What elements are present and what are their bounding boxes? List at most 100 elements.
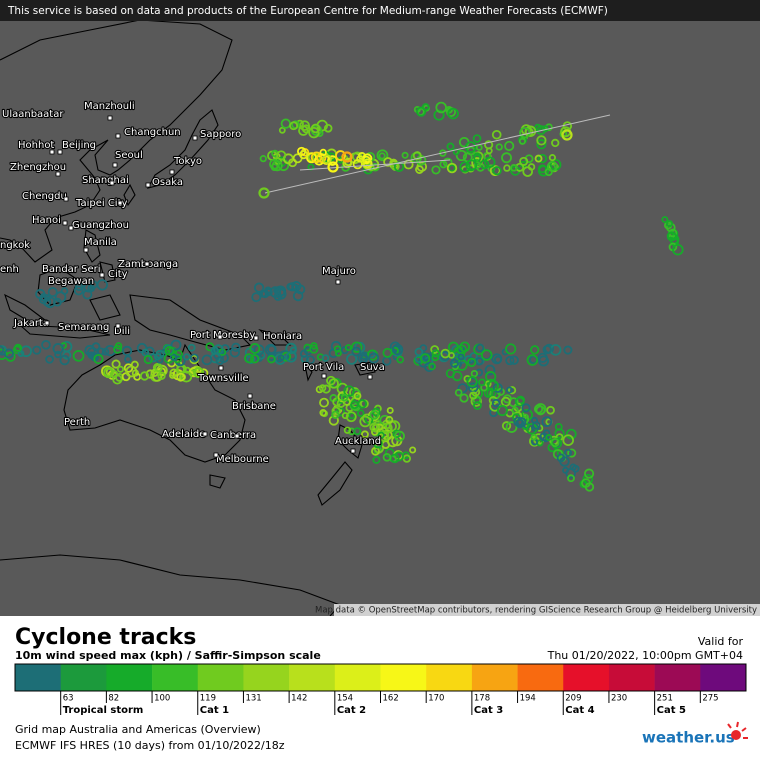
city-label: Changchun	[124, 127, 181, 138]
track-point	[538, 355, 550, 367]
track-point	[478, 378, 486, 387]
track-point	[526, 354, 539, 366]
track-point	[251, 292, 262, 303]
track-point	[141, 348, 150, 357]
track-point	[500, 396, 511, 407]
scale-swatch	[471, 664, 518, 691]
city-label: Seoul	[115, 150, 143, 161]
map[interactable]: Ulaanbaatar Manzhouli Changchun Sapporo Hohh…	[0, 0, 760, 616]
track-point	[421, 103, 430, 111]
track-point	[563, 448, 572, 457]
scale-tick-label: 230	[611, 694, 627, 704]
track-point	[323, 123, 333, 133]
track-point	[3, 348, 14, 359]
track-point	[59, 354, 70, 366]
legend-subtitle: 10m wind speed max (kph) / Saffir-Simpso…	[15, 649, 321, 662]
track-point	[229, 347, 241, 358]
category-label: Cat 2	[337, 705, 366, 716]
city-label: Shanghai	[82, 175, 129, 186]
track-point	[382, 347, 393, 358]
track-point	[484, 156, 496, 168]
track-point	[583, 468, 595, 479]
track-point	[537, 153, 548, 164]
city-marker	[253, 335, 259, 341]
city-label: Tokyo	[173, 156, 202, 167]
track-point	[485, 147, 493, 155]
track-point	[466, 376, 478, 388]
track-point	[530, 345, 540, 355]
track-point	[123, 363, 134, 373]
track-point	[198, 368, 209, 378]
track-point	[567, 474, 575, 483]
track-point	[176, 372, 186, 382]
city-marker	[44, 320, 50, 326]
city-label: Hohhot	[18, 140, 54, 151]
track-point	[322, 154, 332, 164]
scale-tick-label: 162	[383, 694, 399, 704]
track-point	[73, 285, 84, 296]
track-point	[333, 345, 342, 353]
city-label: Brisbane	[232, 401, 276, 412]
category-label: Tropical storm	[63, 705, 144, 716]
track-point	[396, 355, 405, 364]
track-point	[299, 120, 310, 131]
track-point	[352, 159, 363, 170]
track-point	[39, 293, 48, 302]
track-point	[565, 468, 576, 479]
track-point	[510, 164, 518, 172]
city-label: Melbourne	[216, 454, 269, 465]
city-label: enh	[0, 264, 19, 275]
track-line	[264, 114, 611, 194]
track-point	[368, 352, 380, 364]
track-point	[542, 344, 552, 355]
scale-tick-label: 170	[428, 694, 444, 704]
city-label: Taipei City	[75, 198, 127, 209]
scale-tick-label: 82	[108, 694, 119, 704]
city-label: Canberra	[210, 430, 256, 441]
attribution: Map data © OpenStreetMap contributors, r…	[315, 606, 757, 616]
category-label: Cat 3	[474, 705, 503, 716]
track-point	[496, 405, 508, 417]
scale-swatch	[334, 664, 381, 691]
track-point	[72, 350, 85, 362]
city-marker	[109, 180, 115, 186]
track-point	[328, 415, 339, 426]
track-point	[565, 428, 577, 440]
footer-line2: ECMWF IFS HRES (10 days) from 01/10/2022…	[15, 739, 285, 752]
track-point	[111, 359, 121, 369]
track-point	[473, 154, 482, 163]
track-point	[278, 126, 286, 134]
track-point	[505, 386, 513, 394]
city-label: Perth	[64, 417, 90, 428]
track-point	[103, 366, 114, 378]
track-point	[326, 375, 336, 386]
city-marker	[62, 220, 68, 226]
track-point	[537, 164, 547, 174]
track-point	[530, 433, 538, 441]
city-marker	[218, 365, 224, 371]
track-point	[518, 137, 526, 145]
track-point	[45, 355, 54, 364]
track-point	[541, 416, 553, 428]
category-label: Cat 5	[657, 705, 686, 716]
track-point	[299, 150, 309, 160]
logo[interactable]: weather.us	[642, 729, 735, 747]
track-point	[489, 408, 499, 418]
scale-swatch	[197, 664, 244, 691]
track-point	[431, 353, 440, 362]
track-point	[409, 446, 417, 454]
track-point	[449, 358, 459, 368]
track-point	[275, 287, 286, 298]
track-point	[52, 343, 64, 355]
track-point	[201, 354, 213, 366]
track-point	[550, 438, 560, 448]
scale-tick-label: 63	[63, 694, 74, 704]
track-point	[305, 355, 315, 365]
track-point	[54, 350, 62, 359]
track-point	[277, 354, 285, 362]
category-label: Cat 1	[200, 705, 229, 716]
track-point	[0, 345, 5, 355]
track-point	[376, 149, 389, 162]
track-point	[503, 164, 511, 172]
logo-sun	[727, 721, 748, 740]
